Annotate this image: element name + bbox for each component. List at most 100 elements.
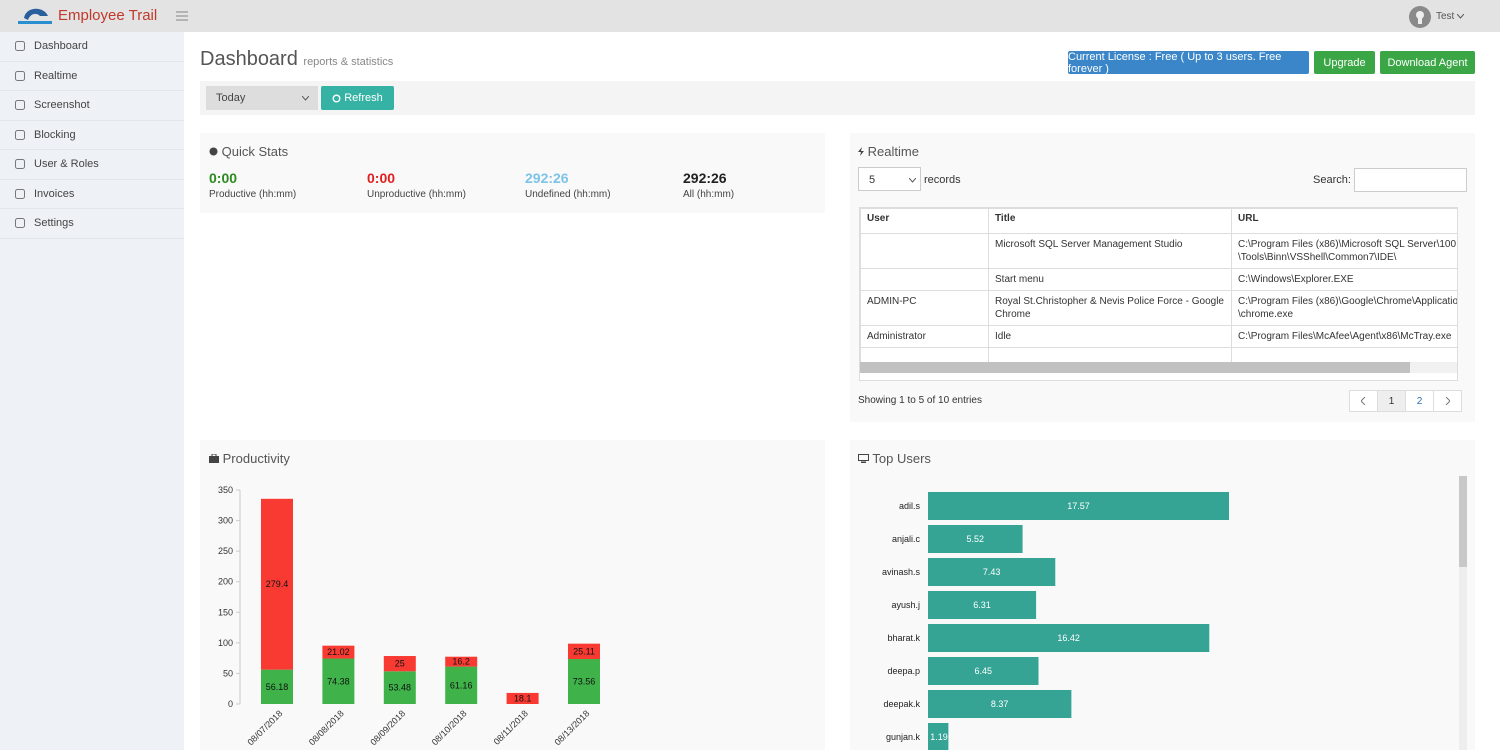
quick-stats-panel: Quick Stats 0:00 Productive (hh:mm) 0:00 Un… bbox=[200, 133, 825, 213]
y-tick-label: 100 bbox=[218, 638, 233, 648]
y-tick-label: gunjan.k bbox=[886, 732, 921, 742]
refresh-button[interactable]: Refresh bbox=[321, 86, 394, 110]
bar-segment bbox=[383, 671, 416, 704]
data-label: 25.11 bbox=[573, 646, 595, 656]
nav-label[interactable]: Invoices bbox=[34, 187, 75, 200]
column-header[interactable]: URL bbox=[1231, 208, 1457, 234]
length-label: records bbox=[924, 174, 961, 186]
header-row: User Title URL bbox=[860, 208, 1457, 234]
download-button[interactable]: Download Agent bbox=[1380, 51, 1475, 74]
license-button[interactable]: Current License : Free ( Up to 3 users. … bbox=[1068, 51, 1309, 75]
data-label: 1.19 bbox=[930, 732, 948, 742]
v-scroll-thumb[interactable] bbox=[1459, 476, 1467, 567]
nav-item[interactable]: Screenshot bbox=[0, 91, 184, 121]
globe-icon bbox=[209, 147, 218, 156]
nav-label[interactable]: Dashboard bbox=[34, 40, 88, 53]
data-label: 17.57 bbox=[1067, 501, 1090, 511]
length-value: 5 bbox=[869, 174, 876, 186]
stat-label: Productive (hh:mm) bbox=[209, 189, 297, 200]
data-label: 6.45 bbox=[974, 666, 992, 676]
cell: Start menu bbox=[988, 268, 1232, 291]
title: Realtime bbox=[867, 144, 919, 159]
cell bbox=[860, 233, 989, 269]
nav-item[interactable]: Invoices bbox=[0, 180, 184, 209]
title: Productivity bbox=[222, 451, 290, 466]
bar bbox=[928, 558, 1056, 586]
user-menu[interactable]: Test bbox=[1436, 11, 1465, 22]
prev-page[interactable] bbox=[1350, 391, 1377, 411]
menu-toggle[interactable] bbox=[176, 11, 188, 21]
refresh-label[interactable]: Refresh bbox=[344, 92, 383, 104]
length-select[interactable]: 5 bbox=[858, 167, 921, 191]
title: Quick Stats bbox=[221, 144, 289, 159]
h-scroll-thumb[interactable] bbox=[860, 362, 1410, 373]
realtime-table: User Title URL Microsoft SQL Server Managem… bbox=[860, 208, 1457, 371]
bar bbox=[928, 723, 949, 750]
bar-segment bbox=[322, 658, 355, 704]
nav-item[interactable]: Realtime bbox=[0, 62, 184, 91]
top-users-panel: Top Users adil.s 17.57 anjali.c 5.52 avinash… bbox=[850, 440, 1475, 750]
page-link[interactable]: 2 bbox=[1405, 391, 1433, 411]
brand[interactable]: Employee Trail bbox=[58, 7, 158, 24]
y-tick-label: 0 bbox=[228, 699, 233, 709]
data-label: 73.56 bbox=[573, 677, 596, 687]
table-wrapper: User Title URL Microsoft SQL Server Managem… bbox=[859, 207, 1458, 381]
upgrade-button[interactable]: Upgrade bbox=[1314, 51, 1375, 74]
stat-value: 0:00 bbox=[367, 170, 396, 186]
stat: 0:00 Productive (hh:mm) bbox=[209, 170, 296, 200]
nav-item[interactable]: Settings bbox=[0, 209, 184, 239]
panel-title: Quick Stats bbox=[209, 144, 288, 159]
cell: C:\Windows\Explorer.EXE bbox=[1231, 268, 1457, 291]
stat: 0:00 Unproductive (hh:mm) bbox=[367, 170, 466, 200]
avatar[interactable] bbox=[1409, 6, 1431, 28]
search-input[interactable] bbox=[1354, 168, 1467, 192]
productivity-chart: 0 50 100 150 200 250 300 350 56.18 279.4 08/07/201… bbox=[218, 485, 600, 747]
x-tick-label: 08/07/2018 bbox=[245, 708, 284, 747]
bar bbox=[928, 591, 1037, 619]
nav-icon bbox=[15, 159, 25, 170]
title: Top Users bbox=[872, 451, 931, 466]
stat: 292:26 Undefined (hh:mm) bbox=[525, 170, 611, 200]
table-row: Microsoft SQL Server Management Studio C:… bbox=[860, 233, 1457, 269]
subtitle: reports & statistics bbox=[303, 56, 394, 68]
refresh-icon bbox=[332, 94, 341, 102]
y-tick-label: 200 bbox=[218, 577, 233, 587]
next-page[interactable] bbox=[1433, 391, 1461, 411]
y-tick-label: 150 bbox=[218, 607, 233, 617]
nav-item[interactable]: Dashboard bbox=[0, 32, 184, 62]
bar-segment bbox=[261, 498, 293, 670]
column-header[interactable]: User bbox=[860, 208, 989, 234]
x-tick-label: 08/09/2018 bbox=[368, 708, 407, 747]
nav-item[interactable]: Blocking bbox=[0, 121, 184, 150]
bar-segment bbox=[568, 659, 600, 704]
table-row: Start menu C:\Windows\Explorer.EXE bbox=[860, 268, 1457, 291]
stat-value: 292:26 bbox=[683, 170, 727, 186]
data-label: 6.31 bbox=[973, 600, 991, 610]
bar-segment bbox=[445, 656, 478, 667]
nav-label[interactable]: Blocking bbox=[34, 128, 76, 141]
column-header[interactable]: Title bbox=[988, 208, 1232, 234]
panel-title: Top Users bbox=[858, 451, 931, 466]
bar-segment bbox=[383, 656, 416, 672]
bolt-icon bbox=[858, 147, 864, 156]
data-label: 25 bbox=[395, 659, 405, 669]
user-name[interactable]: Test bbox=[1436, 11, 1455, 22]
page-link[interactable]: 1 bbox=[1377, 391, 1405, 411]
cell: Administrator bbox=[860, 325, 989, 348]
nav-icon bbox=[15, 218, 25, 229]
bar bbox=[928, 492, 1229, 520]
range-select[interactable]: Today bbox=[206, 86, 318, 110]
nav-label[interactable]: Screenshot bbox=[34, 99, 90, 112]
nav-label[interactable]: User & Roles bbox=[34, 158, 99, 171]
nav-label[interactable]: Settings bbox=[34, 217, 74, 230]
nav-item[interactable]: User & Roles bbox=[0, 150, 184, 180]
data-label: 53.48 bbox=[389, 683, 412, 693]
h-scrollbar[interactable] bbox=[860, 362, 1457, 373]
bar-segment bbox=[261, 669, 293, 704]
logo[interactable] bbox=[16, 4, 56, 28]
nav-label[interactable]: Realtime bbox=[34, 69, 78, 82]
v-scrollbar[interactable] bbox=[1459, 476, 1467, 750]
table-row: ADMIN-PC Royal St.Christopher & Nevis Pol… bbox=[860, 290, 1457, 326]
